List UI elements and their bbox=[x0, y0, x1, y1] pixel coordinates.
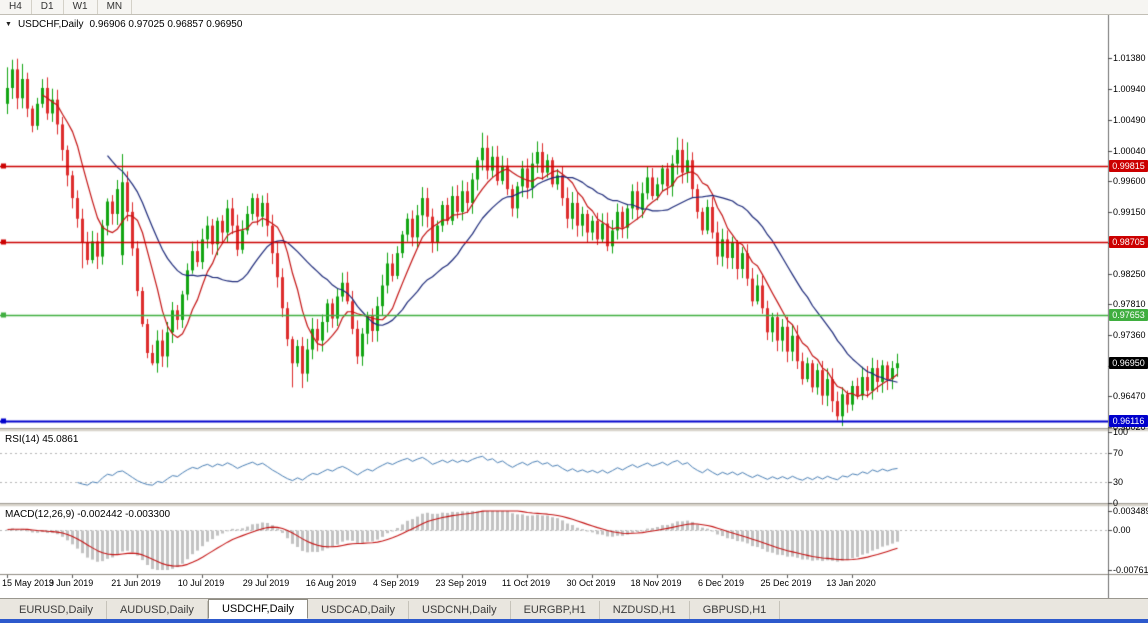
timeframe-button-h4[interactable]: H4 bbox=[0, 0, 32, 14]
tab-audusd-daily[interactable]: AUDUSD,Daily bbox=[107, 601, 208, 619]
window-edge bbox=[0, 619, 1148, 623]
chart-tabs-bar: EURUSD,Daily AUDUSD,Daily USDCHF,Daily USDC… bbox=[0, 598, 1148, 619]
timeframe-button-w1[interactable]: W1 bbox=[64, 0, 98, 14]
tab-eurgbp-h1[interactable]: EURGBP,H1 bbox=[511, 601, 600, 619]
timeframe-toolbar: H4 D1 W1 MN bbox=[0, 0, 1148, 15]
timeframe-button-mn[interactable]: MN bbox=[98, 0, 133, 14]
tab-usdcad-daily[interactable]: USDCAD,Daily bbox=[308, 601, 410, 619]
tab-usdcnh-daily[interactable]: USDCNH,Daily bbox=[409, 601, 511, 619]
macd-indicator-label: MACD(12,26,9) -0.002442 -0.003300 bbox=[5, 509, 171, 520]
tab-gbpusd-h1[interactable]: GBPUSD,H1 bbox=[690, 601, 781, 619]
rsi-indicator-label: RSI(14) 45.0861 bbox=[5, 434, 79, 445]
tab-usdchf-daily[interactable]: USDCHF,Daily bbox=[207, 599, 309, 619]
price-chart-canvas[interactable] bbox=[0, 15, 1148, 598]
timeframe-button-d1[interactable]: D1 bbox=[32, 0, 64, 14]
tab-nzdusd-h1[interactable]: NZDUSD,H1 bbox=[600, 601, 690, 619]
tab-eurusd-daily[interactable]: EURUSD,Daily bbox=[6, 601, 107, 619]
